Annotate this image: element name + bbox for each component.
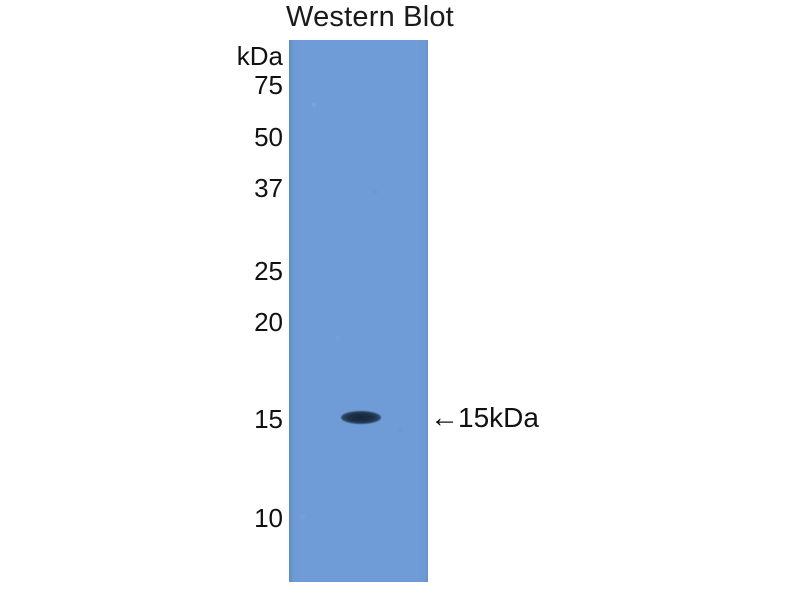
ladder-marker-37: 37 — [254, 173, 283, 203]
left-arrow-icon: ← — [430, 402, 459, 434]
ladder-marker-20: 20 — [254, 307, 283, 337]
page-title: Western Blot — [286, 1, 454, 33]
band-annotation-label: 15kDa — [458, 402, 539, 433]
ladder-marker-25: 25 — [254, 256, 283, 286]
ladder-unit-label: kDa — [236, 41, 283, 71]
sample-lane — [289, 40, 428, 582]
lane-texture-overlay — [289, 40, 428, 582]
molecular-weight-ladder: kDa 75 50 37 25 20 15 10 — [210, 40, 286, 582]
ladder-marker-50: 50 — [254, 122, 283, 152]
ladder-marker-10: 10 — [254, 503, 283, 533]
protein-band-15kda — [341, 411, 381, 424]
band-annotation: ←15kDa — [430, 402, 539, 434]
ladder-marker-75: 75 — [254, 70, 283, 100]
ladder-marker-15: 15 — [254, 404, 283, 434]
